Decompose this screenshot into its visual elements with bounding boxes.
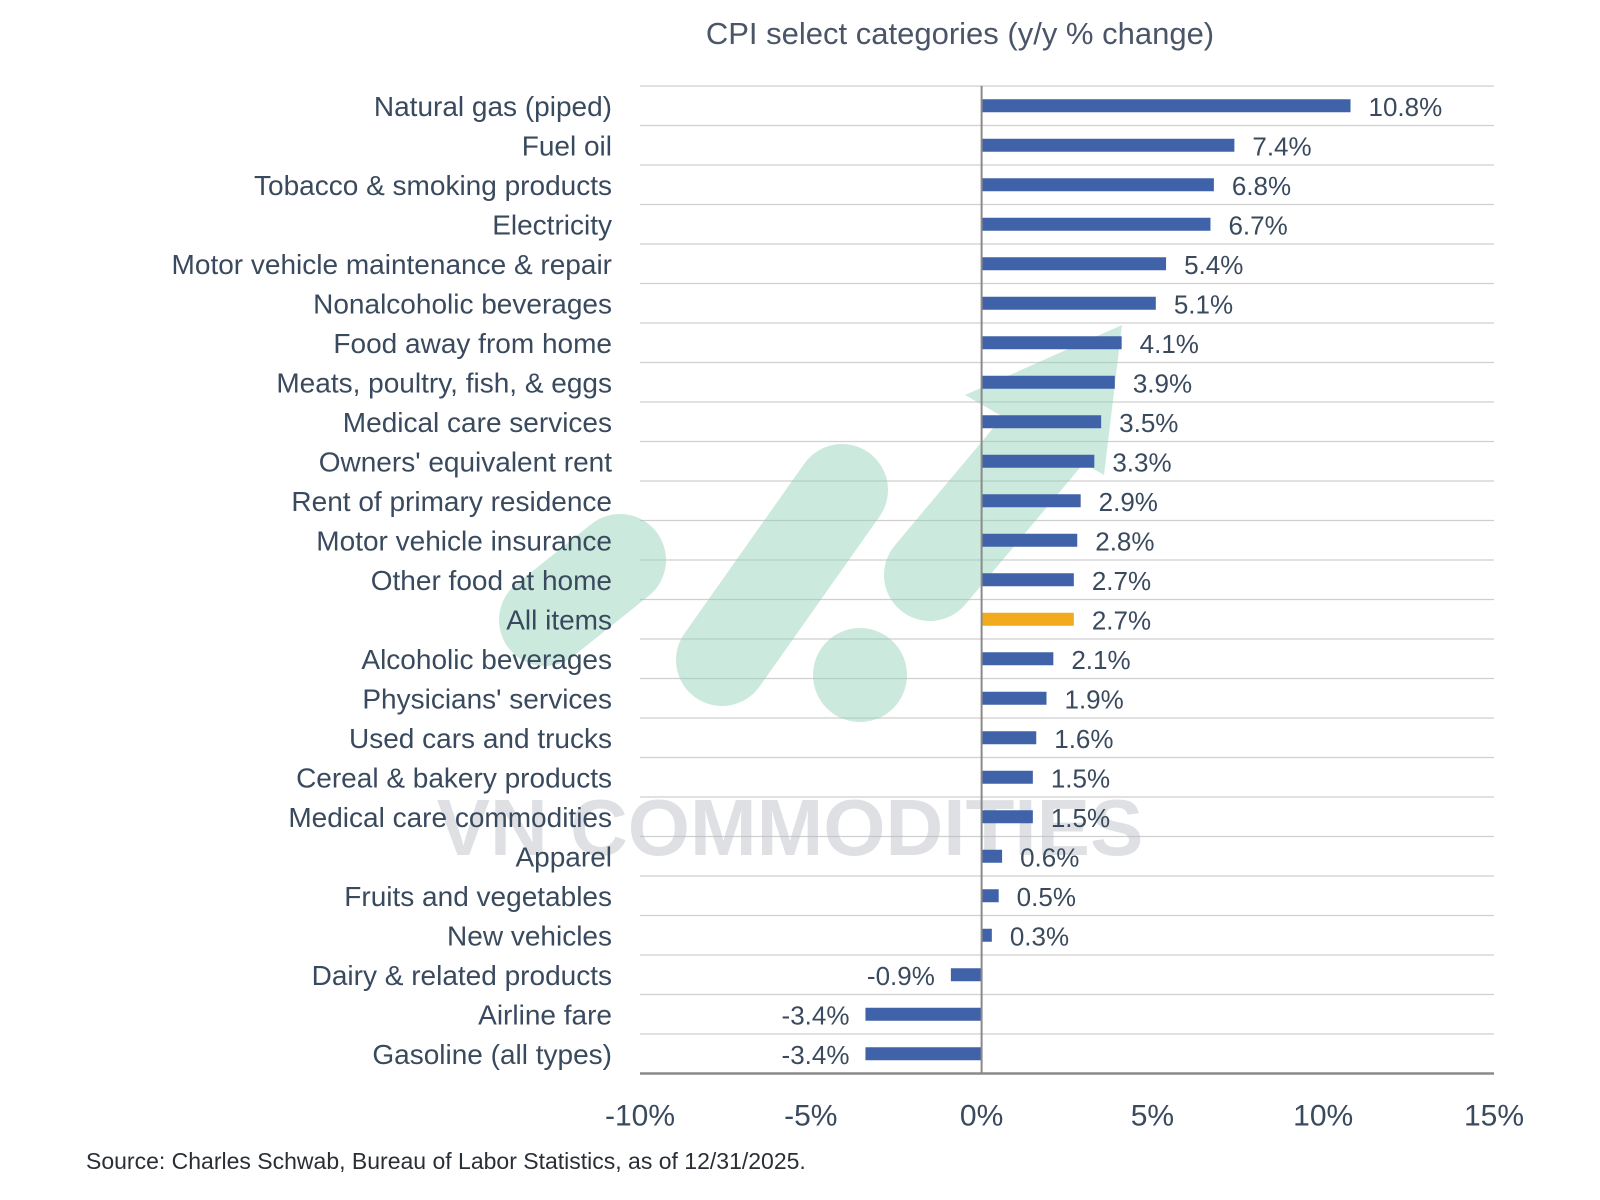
bar bbox=[981, 138, 1235, 152]
watermark-text: VN COMMODITIES bbox=[437, 783, 1144, 872]
data-label: 2.7% bbox=[1092, 605, 1151, 635]
bar bbox=[981, 573, 1074, 587]
category-label: Fuel oil bbox=[522, 130, 612, 161]
watermark-dot bbox=[813, 628, 907, 722]
data-label: 5.4% bbox=[1184, 250, 1243, 280]
source-note: Source: Charles Schwab, Bureau of Labor … bbox=[86, 1148, 806, 1174]
data-label: 0.6% bbox=[1020, 842, 1079, 872]
bar bbox=[981, 494, 1081, 508]
chart-title: CPI select categories (y/y % change) bbox=[705, 16, 1215, 51]
watermark-stroke-1 bbox=[499, 514, 666, 666]
bar bbox=[981, 296, 1156, 310]
category-label: Medical care services bbox=[343, 407, 612, 438]
data-label: 2.7% bbox=[1092, 566, 1151, 596]
bar bbox=[981, 336, 1122, 350]
category-label: Food away from home bbox=[333, 328, 612, 359]
category-label: Owners' equivalent rent bbox=[319, 446, 612, 477]
bar bbox=[981, 533, 1078, 547]
category-label: Airline fare bbox=[478, 999, 612, 1030]
data-label: 1.5% bbox=[1051, 763, 1110, 793]
bar bbox=[981, 928, 992, 942]
labels: Natural gas (piped) 10.8% Fuel oil 7.4% Toba… bbox=[172, 91, 1443, 1070]
bar bbox=[981, 375, 1115, 389]
data-label: 0.3% bbox=[1010, 921, 1069, 951]
bar bbox=[981, 691, 1047, 705]
category-label: Apparel bbox=[515, 841, 612, 872]
category-label: New vehicles bbox=[447, 920, 612, 951]
bar bbox=[981, 612, 1074, 626]
x-tick-label: 15% bbox=[1464, 1100, 1524, 1133]
category-label: Nonalcoholic beverages bbox=[313, 288, 612, 319]
x-tick-label: -10% bbox=[605, 1100, 675, 1133]
category-label: Motor vehicle maintenance & repair bbox=[172, 249, 612, 280]
data-label: 3.9% bbox=[1133, 368, 1192, 398]
data-label: -0.9% bbox=[867, 961, 935, 991]
bar bbox=[981, 889, 999, 903]
bar bbox=[981, 454, 1095, 468]
x-tick-label: 5% bbox=[1131, 1100, 1174, 1133]
data-label: 1.9% bbox=[1065, 684, 1124, 714]
bar bbox=[981, 178, 1214, 192]
bar bbox=[981, 810, 1033, 824]
x-tick-label: 10% bbox=[1293, 1100, 1353, 1133]
category-label: Alcoholic beverages bbox=[361, 644, 612, 675]
bar bbox=[981, 770, 1033, 784]
watermark-arrow-head bbox=[965, 325, 1122, 475]
bar bbox=[981, 652, 1054, 666]
bars bbox=[865, 99, 1351, 1061]
data-label: 1.6% bbox=[1054, 724, 1113, 754]
data-label: 2.1% bbox=[1071, 645, 1130, 675]
bar bbox=[865, 1007, 982, 1021]
data-label: -3.4% bbox=[782, 1000, 850, 1030]
bar bbox=[981, 217, 1211, 231]
data-label: 0.5% bbox=[1017, 882, 1076, 912]
category-label: Medical care commodities bbox=[288, 802, 612, 833]
bar bbox=[865, 1047, 982, 1061]
category-label: Electricity bbox=[492, 209, 612, 240]
data-label: 6.7% bbox=[1228, 210, 1287, 240]
data-label: 5.1% bbox=[1174, 289, 1233, 319]
bar bbox=[981, 415, 1102, 429]
data-label: -3.4% bbox=[782, 1040, 850, 1070]
category-label: Other food at home bbox=[371, 565, 612, 596]
bar bbox=[981, 99, 1351, 113]
data-label: 4.1% bbox=[1140, 329, 1199, 359]
category-label: Motor vehicle insurance bbox=[316, 525, 612, 556]
watermark-stroke-2 bbox=[676, 444, 888, 706]
data-label: 10.8% bbox=[1369, 92, 1443, 122]
data-label: 2.9% bbox=[1099, 487, 1158, 517]
bar bbox=[981, 731, 1037, 745]
category-label: Natural gas (piped) bbox=[374, 91, 612, 122]
bar bbox=[981, 849, 1003, 863]
data-label: 7.4% bbox=[1252, 131, 1311, 161]
category-label: Rent of primary residence bbox=[291, 486, 612, 517]
category-label: Used cars and trucks bbox=[349, 723, 612, 754]
data-label: 3.3% bbox=[1112, 447, 1171, 477]
bar bbox=[981, 257, 1167, 271]
data-label: 6.8% bbox=[1232, 171, 1291, 201]
bar bbox=[950, 968, 982, 982]
category-label: Meats, poultry, fish, & eggs bbox=[276, 367, 612, 398]
data-label: 3.5% bbox=[1119, 408, 1178, 438]
category-label: Physicians' services bbox=[362, 683, 612, 714]
axes: -10% -5% 0% 5% 10% 15% bbox=[605, 86, 1524, 1133]
category-label: Gasoline (all types) bbox=[372, 1039, 612, 1070]
category-label: All items bbox=[506, 604, 612, 635]
category-label: Fruits and vegetables bbox=[344, 881, 612, 912]
category-label: Dairy & related products bbox=[312, 960, 612, 991]
data-label: 1.5% bbox=[1051, 803, 1110, 833]
data-label: 2.8% bbox=[1095, 526, 1154, 556]
x-tick-label: -5% bbox=[784, 1100, 837, 1133]
category-label: Tobacco & smoking products bbox=[254, 170, 612, 201]
x-tick-label: 0% bbox=[960, 1100, 1003, 1133]
category-label: Cereal & bakery products bbox=[296, 762, 612, 793]
